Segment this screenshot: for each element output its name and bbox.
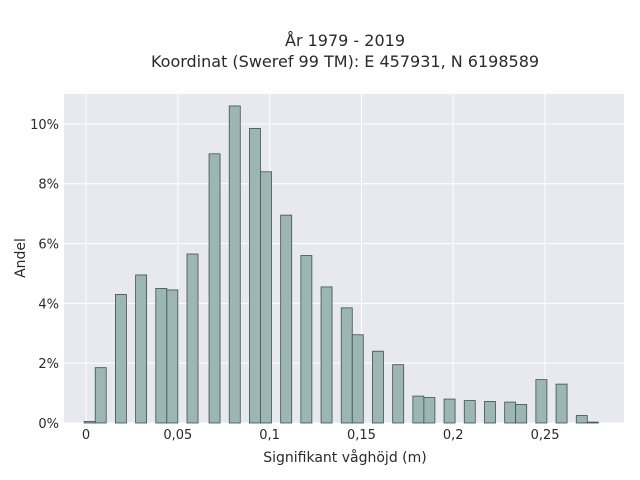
histogram-bar xyxy=(443,398,456,424)
histogram-bar xyxy=(280,214,293,424)
histogram-bar xyxy=(249,127,261,424)
x-tick-label: 0,05 xyxy=(163,428,192,443)
histogram-bar xyxy=(186,253,199,424)
histogram-bar xyxy=(484,401,496,424)
y-tick-label: 0% xyxy=(38,417,59,432)
histogram-bar xyxy=(351,334,364,424)
histogram-bar xyxy=(555,383,568,424)
y-tick-label: 10% xyxy=(30,118,59,133)
histogram-bar xyxy=(300,255,313,424)
histogram-bar xyxy=(412,395,425,424)
bars xyxy=(83,105,599,424)
histogram-bar xyxy=(166,289,179,424)
histogram-bar xyxy=(372,350,384,424)
x-tick-label: 0 xyxy=(82,428,90,443)
chart-title-line-2: Koordinat (Sweref 99 TM): E 457931, N 61… xyxy=(151,52,539,71)
y-tick-label: 6% xyxy=(38,238,59,253)
x-tick-label: 0,1 xyxy=(259,428,280,443)
x-axis-ticks: 0 0,05 0,1 0,15 0,2 0,25 xyxy=(82,428,560,443)
y-tick-label: 2% xyxy=(38,357,59,372)
histogram-bar xyxy=(83,421,96,424)
histogram-bar xyxy=(586,421,599,424)
histogram-bar xyxy=(94,367,107,424)
histogram-bar xyxy=(504,401,517,424)
histogram-bar xyxy=(260,171,272,424)
histogram-bar xyxy=(115,293,127,424)
y-tick-label: 8% xyxy=(38,178,59,193)
histogram-bar xyxy=(228,105,241,424)
histogram-bar xyxy=(135,274,148,424)
y-axis-ticks: 0% 2% 4% 6% 8% 10% xyxy=(30,118,59,432)
x-axis-label: Signifikant våghöjd (m) xyxy=(263,449,426,466)
histogram-bar xyxy=(515,404,528,424)
x-tick-label: 0,15 xyxy=(347,428,376,443)
histogram-bar xyxy=(392,364,405,424)
histogram-bar xyxy=(423,397,436,424)
histogram-bar xyxy=(463,400,476,424)
x-tick-label: 0,25 xyxy=(531,428,560,443)
histogram-bar xyxy=(208,153,221,424)
chart-title-line-1: År 1979 - 2019 xyxy=(285,31,405,50)
histogram-bar xyxy=(575,415,588,424)
y-axis-label: Andel xyxy=(13,238,29,278)
y-tick-label: 4% xyxy=(38,297,59,312)
histogram-bar xyxy=(320,286,333,424)
histogram-bar xyxy=(155,288,168,424)
histogram-bar xyxy=(340,307,353,424)
x-tick-label: 0,2 xyxy=(443,428,464,443)
histogram-bar xyxy=(535,379,548,424)
